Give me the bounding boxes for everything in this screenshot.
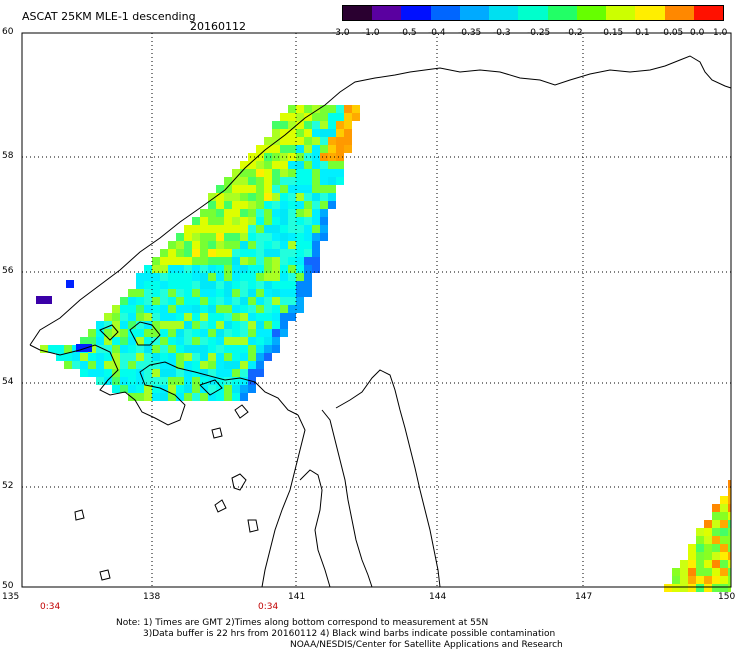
lat-label-60: 60 <box>2 27 14 37</box>
color-scale-swatch <box>401 6 432 20</box>
lat-label-58: 58 <box>2 151 14 161</box>
product-title: ASCAT 25KM MLE-1 descending <box>22 10 196 23</box>
lon-label-138: 138 <box>143 592 161 602</box>
note-line-3: NOAA/NESDIS/Center for Satellite Applica… <box>290 640 563 650</box>
color-scale-swatch <box>606 6 636 20</box>
coastline <box>29 55 732 588</box>
color-scale-swatch <box>343 6 373 20</box>
lon-label-150: 150 <box>718 592 736 602</box>
color-scale-swatch <box>518 6 549 20</box>
color-scale-swatch <box>459 6 490 20</box>
color-scale-swatch <box>664 6 695 20</box>
color-scale-swatch <box>635 6 666 20</box>
wind-swath <box>36 105 731 592</box>
lon-label-135: 135 <box>2 592 20 602</box>
color-scale-swatch <box>693 6 724 20</box>
time-label-left: 0:34 <box>40 602 61 612</box>
lon-label-144: 144 <box>429 592 447 602</box>
lat-label-54: 54 <box>2 377 14 387</box>
color-scale-bar <box>342 5 724 21</box>
lon-label-141: 141 <box>288 592 306 602</box>
lon-label-147: 147 <box>575 592 593 602</box>
note-line-1: Note: 1) Times are GMT 2)Times along bot… <box>116 618 489 628</box>
lat-label-52: 52 <box>2 481 14 491</box>
note-line-2: 3)Data buffer is 22 hrs from 20160112 4)… <box>143 629 556 639</box>
time-label-right: 0:34 <box>258 602 279 612</box>
color-scale-swatch <box>547 6 578 20</box>
product-date: 20160112 <box>190 20 246 33</box>
lat-label-50: 50 <box>2 581 14 591</box>
color-scale-swatch <box>489 6 519 20</box>
color-scale-swatch <box>430 6 461 20</box>
color-scale-swatch <box>576 6 607 20</box>
color-scale-swatch <box>372 6 402 20</box>
lat-label-56: 56 <box>2 266 14 276</box>
map-frame <box>21 32 732 588</box>
